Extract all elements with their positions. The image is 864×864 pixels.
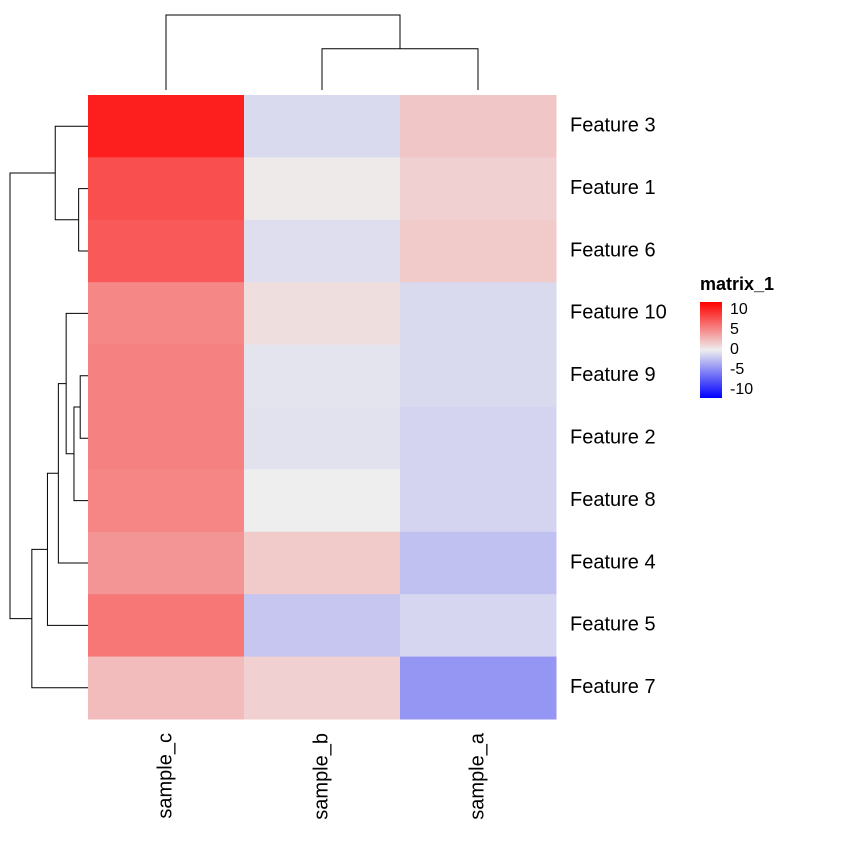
column-dendrogram (166, 15, 478, 90)
heatmap-cell (244, 220, 401, 283)
row-label: Feature 7 (570, 676, 656, 698)
heatmap-cell (88, 157, 245, 220)
row-dendro-branch (74, 407, 88, 501)
heatmap-cell (88, 657, 245, 720)
heatmap-body (88, 95, 557, 720)
row-dendro-branch (58, 384, 88, 563)
heatmap-cell (400, 345, 557, 408)
heatmap-cell (244, 469, 401, 532)
row-label: Feature 9 (570, 364, 656, 386)
heatmap-cell (244, 594, 401, 657)
heatmap-cell (400, 657, 557, 720)
row-dendro-branch (66, 313, 88, 453)
heatmap-cell (400, 95, 557, 158)
heatmap-cell (244, 95, 401, 158)
heatmap-cell (88, 532, 245, 595)
row-dendro-branch (10, 173, 55, 619)
heatmap-cell (88, 407, 245, 470)
col-dendro-branch (166, 15, 400, 90)
heatmap-cell (400, 532, 557, 595)
legend-tick: -10 (730, 381, 753, 398)
column-label: sample_c (154, 733, 176, 819)
heatmap-cell (244, 282, 401, 345)
heatmap-cell (88, 95, 245, 158)
column-label: sample_b (310, 733, 332, 820)
heatmap-cell (400, 157, 557, 220)
heatmap-cell (244, 345, 401, 408)
row-label: Feature 10 (570, 302, 667, 324)
legend-colorbar (700, 302, 722, 398)
row-label: Feature 6 (570, 239, 656, 261)
heatmap-cell (400, 282, 557, 345)
heatmap-cell (244, 157, 401, 220)
row-dendro-branch (80, 376, 88, 438)
column-labels: sample_c sample_b sample_a (154, 732, 488, 820)
legend-tick: 10 (730, 301, 748, 318)
legend-tick: -5 (730, 361, 744, 378)
heatmap-cell (400, 220, 557, 283)
row-label: Feature 2 (570, 426, 656, 448)
heatmap-cell (88, 282, 245, 345)
row-label: Feature 3 (570, 114, 656, 136)
heatmap-cell (400, 407, 557, 470)
row-dendrogram (10, 126, 88, 688)
heatmap-cell (244, 407, 401, 470)
row-labels: Feature 3 Feature 1 Feature 6 Feature 10 Fea… (570, 114, 667, 698)
col-dendro-branch (322, 49, 478, 90)
heatmap-cell (88, 345, 245, 408)
heatmap-cell (88, 469, 245, 532)
legend-title: matrix_1 (700, 274, 774, 294)
heatmap-cell (244, 532, 401, 595)
row-dendro-branch (32, 549, 88, 687)
heatmap-cell (400, 594, 557, 657)
heatmap-figure: Feature 3 Feature 1 Feature 6 Feature 10 Fea… (0, 0, 864, 864)
legend-tick: 5 (730, 321, 739, 338)
heatmap-cell (400, 469, 557, 532)
row-label: Feature 1 (570, 177, 656, 199)
row-dendro-branch (55, 126, 88, 220)
row-label: Feature 4 (570, 551, 656, 573)
heatmap-cell (88, 220, 245, 283)
heatmap-cell (88, 594, 245, 657)
heatmap-cell (244, 657, 401, 720)
color-legend: matrix_1 10 5 0 -5 -10 (700, 274, 774, 398)
row-label: Feature 8 (570, 489, 656, 511)
row-label: Feature 5 (570, 614, 656, 636)
row-dendro-branch (79, 189, 88, 251)
row-dendro-branch (47, 473, 88, 625)
column-label: sample_a (466, 732, 488, 820)
legend-tick: 0 (730, 341, 739, 358)
